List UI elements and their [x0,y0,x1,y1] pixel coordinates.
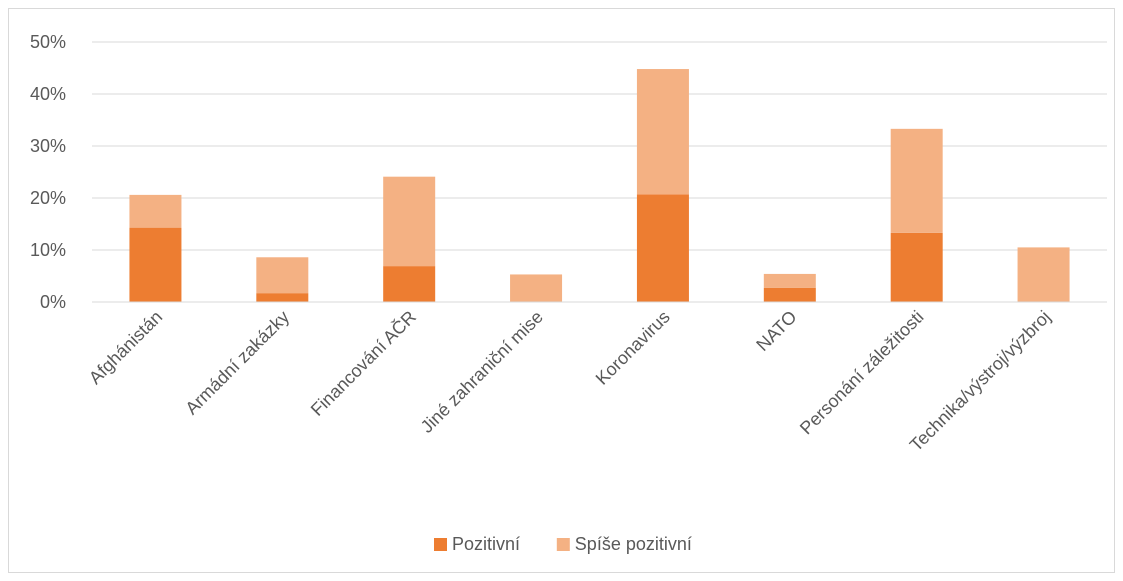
x-tick-label: Koronavirus [592,307,674,389]
y-tick-label: 0% [40,292,66,312]
x-tick-label: Jiné zahraniční mise [417,307,547,437]
bars [129,69,1070,302]
x-tick-label: Afghánistán [85,307,166,388]
y-tick-label: 10% [30,240,66,260]
bar-segment [763,287,816,302]
bar-segment [129,227,182,302]
bar-segment [763,273,816,288]
bar-segment [636,69,689,195]
x-axis-tick-labels: Afghánistán Armádní zakázky Financování AČ… [85,306,1054,455]
gridlines [92,41,1107,251]
x-tick-label: Armádní zakázky [181,307,293,419]
legend-swatch [434,538,447,551]
bar-segment [510,274,563,302]
bar-segment [1017,247,1070,302]
bar-segment [636,194,689,302]
legend-label: Pozitivní [452,534,520,554]
legend: Pozitivní Spíše pozitivní [434,534,692,554]
y-axis-tick-labels: 0% 10% 20% 30% 40% 50% [30,32,66,312]
y-tick-label: 20% [30,188,66,208]
bar-segment [383,266,436,302]
bar-segment [890,232,943,302]
y-tick-label: 50% [30,32,66,52]
y-tick-label: 30% [30,136,66,156]
legend-label: Spíše pozitivní [575,534,692,554]
bar-segment [256,293,309,302]
bar-segment [256,257,309,294]
bar-segment [383,176,436,267]
x-tick-label: Technika/výstroj/výzbroj [906,307,1055,456]
bar-segment [890,128,943,233]
stacked-bar-chart: 0% 10% 20% 30% 40% 50% Afghánistán Armádní zak… [30,32,1107,554]
bar-segment [129,194,182,228]
chart-container: 0% 10% 20% 30% 40% 50% Afghánistán Armádní zak… [8,8,1115,573]
x-tick-label: NATO [752,307,800,355]
y-tick-label: 40% [30,84,66,104]
x-tick-label: Financování AČR [306,306,420,420]
x-tick-label: Personání záležitosti [796,307,928,439]
legend-swatch [556,538,570,551]
